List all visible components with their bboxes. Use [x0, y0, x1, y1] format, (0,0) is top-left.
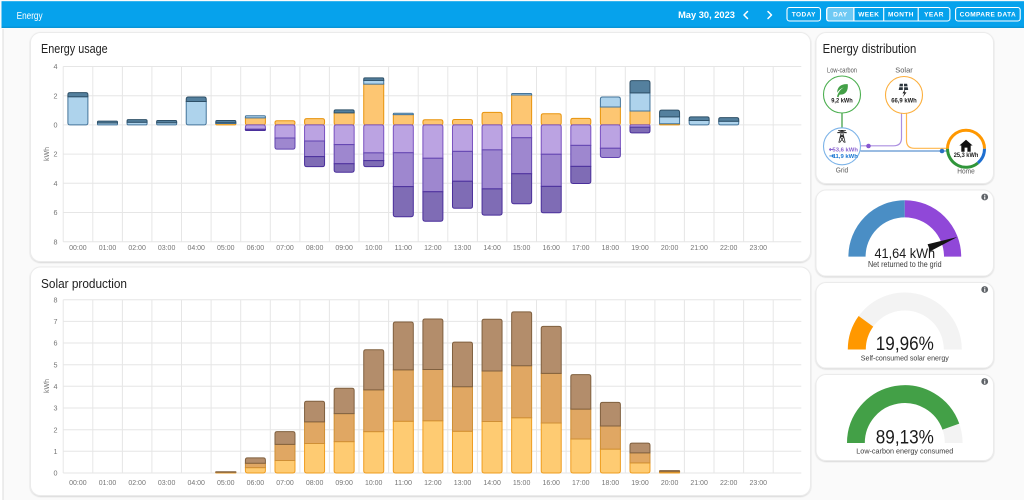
- svg-text:11:00: 11:00: [395, 480, 413, 487]
- svg-text:4: 4: [54, 62, 58, 71]
- svg-text:1: 1: [54, 447, 58, 456]
- svg-text:0: 0: [54, 469, 58, 478]
- svg-text:20:00: 20:00: [661, 245, 679, 252]
- svg-text:01:00: 01:00: [99, 480, 117, 487]
- svg-text:07:00: 07:00: [276, 480, 294, 487]
- svg-text:4: 4: [54, 382, 58, 391]
- svg-text:11:00: 11:00: [395, 245, 413, 252]
- svg-text:25,3 kWh: 25,3 kWh: [954, 152, 979, 159]
- svg-text:Energy: Energy: [17, 10, 44, 22]
- svg-text:Self-consumed solar energy: Self-consumed solar energy: [861, 354, 949, 363]
- svg-text:2: 2: [54, 150, 58, 159]
- svg-text:11,9 kWh: 11,9 kWh: [833, 154, 859, 160]
- svg-text:00:00: 00:00: [69, 245, 87, 252]
- svg-text:20:00: 20:00: [661, 480, 679, 487]
- svg-text:4: 4: [54, 179, 58, 188]
- svg-text:COMPARE DATA: COMPARE DATA: [960, 12, 1016, 19]
- svg-text:22:00: 22:00: [720, 480, 738, 487]
- svg-text:01:00: 01:00: [99, 245, 117, 252]
- svg-text:06:00: 06:00: [247, 480, 265, 487]
- svg-text:18:00: 18:00: [602, 245, 620, 252]
- svg-text:23:00: 23:00: [750, 245, 768, 252]
- svg-text:09:00: 09:00: [335, 245, 353, 252]
- svg-text:3: 3: [54, 404, 58, 413]
- svg-text:06:00: 06:00: [247, 245, 265, 252]
- svg-text:41,64 kWh: 41,64 kWh: [875, 246, 936, 261]
- svg-text:Solar: Solar: [895, 65, 913, 74]
- svg-text:May 30, 2023: May 30, 2023: [678, 10, 735, 20]
- svg-text:7: 7: [54, 317, 58, 326]
- svg-text:YEAR: YEAR: [924, 12, 944, 19]
- svg-text:17:00: 17:00: [572, 245, 590, 252]
- svg-text:17:00: 17:00: [572, 480, 590, 487]
- svg-text:66,9 kWh: 66,9 kWh: [891, 97, 917, 104]
- svg-text:Home: Home: [957, 167, 975, 176]
- svg-text:8: 8: [54, 295, 58, 304]
- svg-text:10:00: 10:00: [365, 480, 383, 487]
- svg-text:kWh: kWh: [44, 147, 51, 161]
- svg-text:21:00: 21:00: [690, 480, 708, 487]
- svg-text:23:00: 23:00: [750, 480, 768, 487]
- svg-text:Energy distribution: Energy distribution: [823, 42, 917, 56]
- svg-text:10:00: 10:00: [365, 245, 383, 252]
- svg-text:15:00: 15:00: [513, 480, 531, 487]
- svg-text:05:00: 05:00: [217, 480, 235, 487]
- svg-text:04:00: 04:00: [187, 245, 205, 252]
- svg-text:2: 2: [54, 91, 58, 100]
- svg-text:22:00: 22:00: [720, 245, 738, 252]
- svg-text:08:00: 08:00: [306, 245, 324, 252]
- svg-text:13:00: 13:00: [454, 245, 472, 252]
- svg-text:18:00: 18:00: [602, 480, 620, 487]
- svg-text:21:00: 21:00: [690, 245, 708, 252]
- svg-text:14:00: 14:00: [483, 245, 501, 252]
- svg-text:53,6 kWh: 53,6 kWh: [832, 147, 858, 153]
- svg-text:19,96%: 19,96%: [876, 334, 934, 355]
- svg-text:08:00: 08:00: [306, 480, 324, 487]
- svg-text:16:00: 16:00: [542, 480, 560, 487]
- svg-text:9,2 kWh: 9,2 kWh: [831, 97, 853, 104]
- svg-text:03:00: 03:00: [158, 245, 176, 252]
- svg-text:2: 2: [54, 425, 58, 434]
- svg-text:05:00: 05:00: [217, 245, 235, 252]
- svg-text:03:00: 03:00: [158, 480, 176, 487]
- svg-text:5: 5: [54, 360, 58, 369]
- svg-text:Net returned to the grid: Net returned to the grid: [868, 260, 942, 269]
- svg-text:TODAY: TODAY: [792, 12, 816, 19]
- svg-text:19:00: 19:00: [631, 480, 649, 487]
- svg-text:Low-carbon energy consumed: Low-carbon energy consumed: [856, 446, 953, 455]
- svg-text:04:00: 04:00: [187, 480, 205, 487]
- svg-text:12:00: 12:00: [424, 245, 442, 252]
- svg-text:Energy usage: Energy usage: [41, 42, 108, 56]
- svg-text:89,13%: 89,13%: [876, 428, 934, 449]
- svg-text:WEEK: WEEK: [858, 12, 879, 19]
- svg-text:00:00: 00:00: [69, 480, 87, 487]
- svg-text:kWh: kWh: [44, 379, 51, 393]
- svg-text:09:00: 09:00: [335, 480, 353, 487]
- svg-text:0: 0: [54, 121, 58, 130]
- svg-text:6: 6: [54, 208, 58, 217]
- svg-text:07:00: 07:00: [276, 245, 294, 252]
- svg-text:Grid: Grid: [836, 165, 849, 174]
- svg-text:13:00: 13:00: [454, 480, 472, 487]
- svg-text:12:00: 12:00: [424, 480, 442, 487]
- svg-text:02:00: 02:00: [128, 480, 146, 487]
- svg-text:MONTH: MONTH: [888, 12, 914, 19]
- svg-text:16:00: 16:00: [542, 245, 560, 252]
- svg-text:Solar production: Solar production: [41, 277, 127, 291]
- svg-text:DAY: DAY: [833, 12, 848, 19]
- svg-text:6: 6: [54, 339, 58, 348]
- svg-text:19:00: 19:00: [631, 245, 649, 252]
- svg-text:Low-carbon: Low-carbon: [827, 65, 857, 74]
- svg-text:02:00: 02:00: [128, 245, 146, 252]
- svg-text:8: 8: [54, 237, 58, 246]
- svg-text:15:00: 15:00: [513, 245, 531, 252]
- svg-text:14:00: 14:00: [483, 480, 501, 487]
